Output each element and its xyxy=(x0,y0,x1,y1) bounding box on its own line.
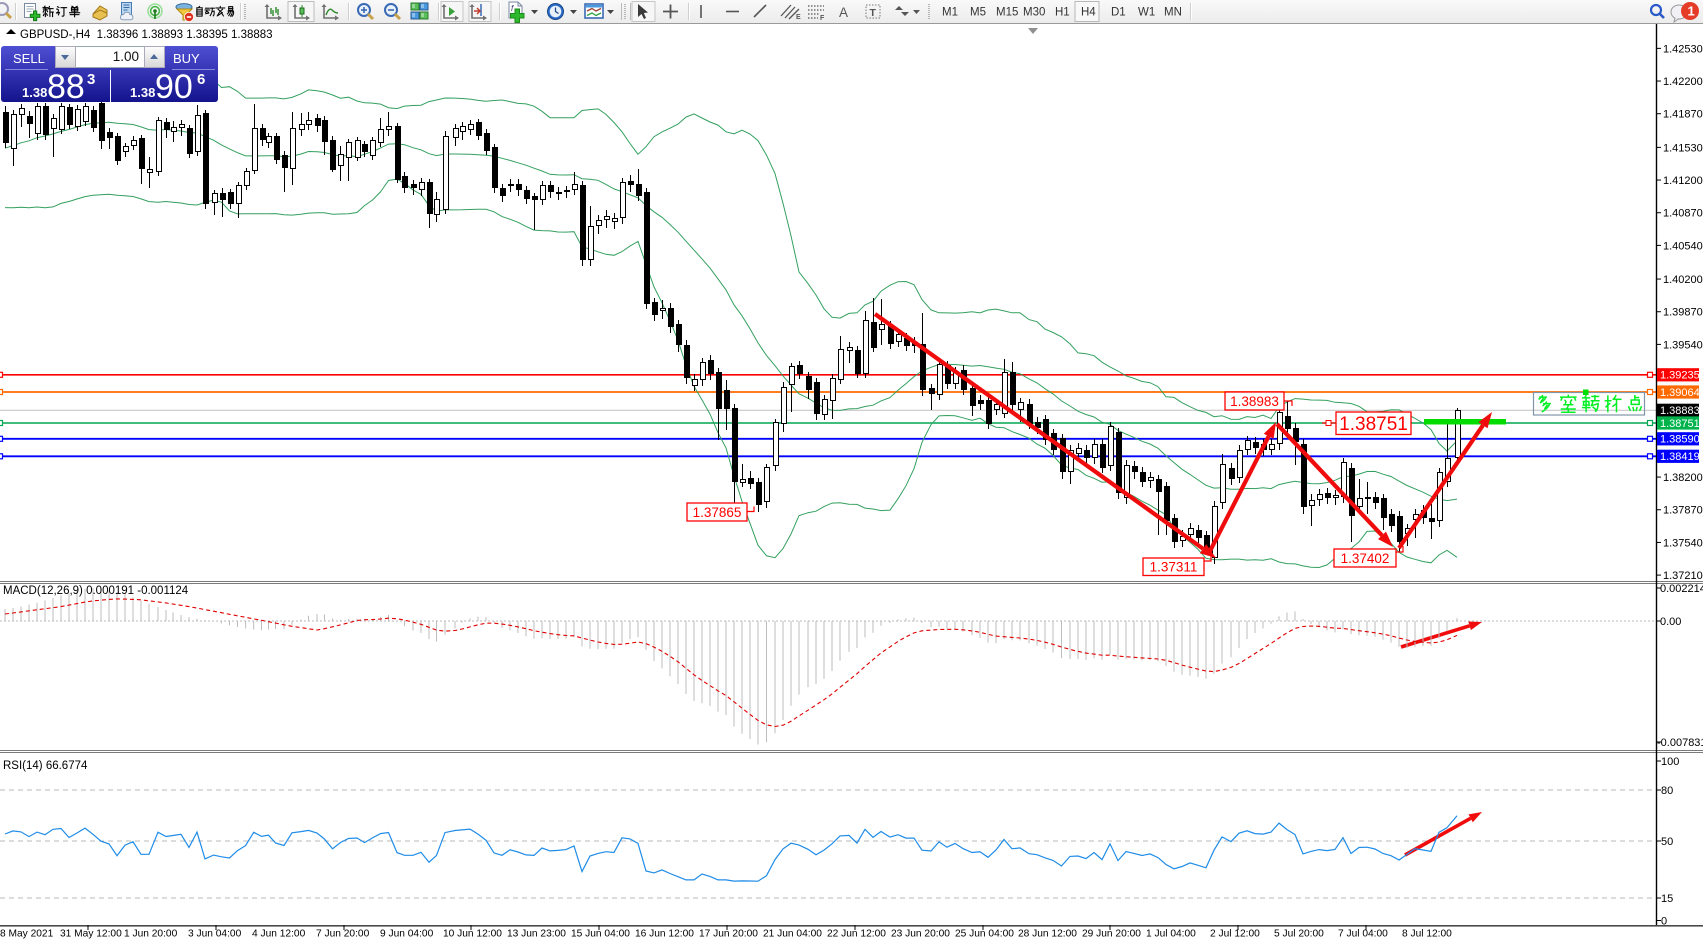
svg-text:1.40200: 1.40200 xyxy=(1663,274,1703,286)
svg-text:1.37865: 1.37865 xyxy=(693,505,742,520)
svg-text:7 Jun 20:00: 7 Jun 20:00 xyxy=(316,929,370,940)
svg-text:1.40870: 1.40870 xyxy=(1663,208,1703,220)
svg-text:29 Jun 20:00: 29 Jun 20:00 xyxy=(1082,929,1141,940)
svg-text:23 Jun 20:00: 23 Jun 20:00 xyxy=(891,929,950,940)
svg-text:A: A xyxy=(839,5,848,20)
svg-text:MN: MN xyxy=(1164,7,1182,19)
svg-text:16 Jun 12:00: 16 Jun 12:00 xyxy=(635,929,694,940)
svg-text:1.38751: 1.38751 xyxy=(1339,414,1408,435)
svg-text:M30: M30 xyxy=(1023,7,1045,19)
svg-text:0.002214: 0.002214 xyxy=(1660,583,1703,595)
svg-text:17 Jun 20:00: 17 Jun 20:00 xyxy=(699,929,758,940)
svg-text:100: 100 xyxy=(1661,756,1679,768)
svg-text:MACD(12,26,9) 0.000191 -0.0011: MACD(12,26,9) 0.000191 -0.001124 xyxy=(3,585,189,597)
svg-text:D1: D1 xyxy=(1111,7,1126,19)
svg-text:15: 15 xyxy=(1661,893,1673,905)
svg-text:1.41870: 1.41870 xyxy=(1663,109,1703,121)
svg-text:21 Jun 04:00: 21 Jun 04:00 xyxy=(763,929,822,940)
svg-text:1.39540: 1.39540 xyxy=(1663,339,1703,351)
svg-text:1.38983: 1.38983 xyxy=(1230,394,1279,409)
svg-text:1 Jul 04:00: 1 Jul 04:00 xyxy=(1146,929,1196,940)
svg-text:9 Jun 04:00: 9 Jun 04:00 xyxy=(380,929,434,940)
svg-text:1.39064: 1.39064 xyxy=(1660,387,1700,399)
svg-text:F: F xyxy=(820,15,825,22)
svg-text:3 Jun 04:00: 3 Jun 04:00 xyxy=(188,929,242,940)
svg-text:1.42200: 1.42200 xyxy=(1663,76,1703,88)
svg-text:1.40540: 1.40540 xyxy=(1663,240,1703,252)
svg-text:H1: H1 xyxy=(1055,7,1070,19)
svg-text:1.41200: 1.41200 xyxy=(1663,175,1703,187)
svg-text:25 Jun 04:00: 25 Jun 04:00 xyxy=(955,929,1014,940)
svg-text:f: f xyxy=(511,4,514,13)
svg-text:4 Jun 12:00: 4 Jun 12:00 xyxy=(252,929,306,940)
svg-text:M5: M5 xyxy=(970,7,986,19)
svg-text:1.37402: 1.37402 xyxy=(1341,551,1390,566)
svg-text:H4: H4 xyxy=(1081,7,1096,19)
svg-text:1.38200: 1.38200 xyxy=(1663,472,1703,484)
svg-text:7 Jul 04:00: 7 Jul 04:00 xyxy=(1338,929,1388,940)
svg-text:1.39870: 1.39870 xyxy=(1663,307,1703,319)
svg-text:50: 50 xyxy=(1661,836,1673,848)
svg-text:31 May 12:00: 31 May 12:00 xyxy=(60,929,122,940)
svg-text:M15: M15 xyxy=(996,7,1018,19)
svg-text:1.37210: 1.37210 xyxy=(1663,570,1703,582)
svg-text:1.37870: 1.37870 xyxy=(1663,505,1703,517)
svg-text:2 Jul 12:00: 2 Jul 12:00 xyxy=(1210,929,1260,940)
svg-text:1.38883: 1.38883 xyxy=(1660,405,1700,417)
svg-text:80: 80 xyxy=(1661,785,1673,797)
svg-text:8 Jul 12:00: 8 Jul 12:00 xyxy=(1402,929,1452,940)
svg-text:-0.007831: -0.007831 xyxy=(1657,737,1703,749)
svg-text:T: T xyxy=(870,7,877,19)
svg-text:8 May 2021: 8 May 2021 xyxy=(0,929,54,940)
svg-text:W1: W1 xyxy=(1138,7,1155,19)
svg-text:1: 1 xyxy=(1688,4,1695,19)
svg-text:M1: M1 xyxy=(942,7,958,19)
svg-text:RSI(14) 66.6774: RSI(14) 66.6774 xyxy=(3,760,88,772)
svg-text:28 Jun 12:00: 28 Jun 12:00 xyxy=(1018,929,1077,940)
svg-text:13 Jun 23:00: 13 Jun 23:00 xyxy=(507,929,566,940)
svg-text:0: 0 xyxy=(1661,915,1667,927)
svg-text:1.37311: 1.37311 xyxy=(1150,560,1198,575)
svg-text:0.00: 0.00 xyxy=(1660,616,1681,628)
svg-text:1.42530: 1.42530 xyxy=(1663,43,1703,55)
svg-text:1.41530: 1.41530 xyxy=(1663,142,1703,154)
svg-text:1.38419: 1.38419 xyxy=(1660,451,1700,463)
svg-text:GBPUSD-,H4 1.38396 1.38893 1.: GBPUSD-,H4 1.38396 1.38893 1.38395 1.388… xyxy=(20,29,273,41)
svg-text:1.39235: 1.39235 xyxy=(1660,370,1700,382)
svg-text:1.37540: 1.37540 xyxy=(1663,537,1703,549)
svg-text:1 Jun 20:00: 1 Jun 20:00 xyxy=(124,929,178,940)
svg-text:22 Jun 12:00: 22 Jun 12:00 xyxy=(827,929,886,940)
svg-text:1.38751: 1.38751 xyxy=(1660,418,1700,430)
svg-text:10 Jun 12:00: 10 Jun 12:00 xyxy=(443,929,502,940)
svg-text:15 Jun 04:00: 15 Jun 04:00 xyxy=(571,929,630,940)
svg-text:E: E xyxy=(796,14,801,21)
svg-text:1.38590: 1.38590 xyxy=(1660,434,1700,446)
svg-text:5 Jul 20:00: 5 Jul 20:00 xyxy=(1274,929,1324,940)
